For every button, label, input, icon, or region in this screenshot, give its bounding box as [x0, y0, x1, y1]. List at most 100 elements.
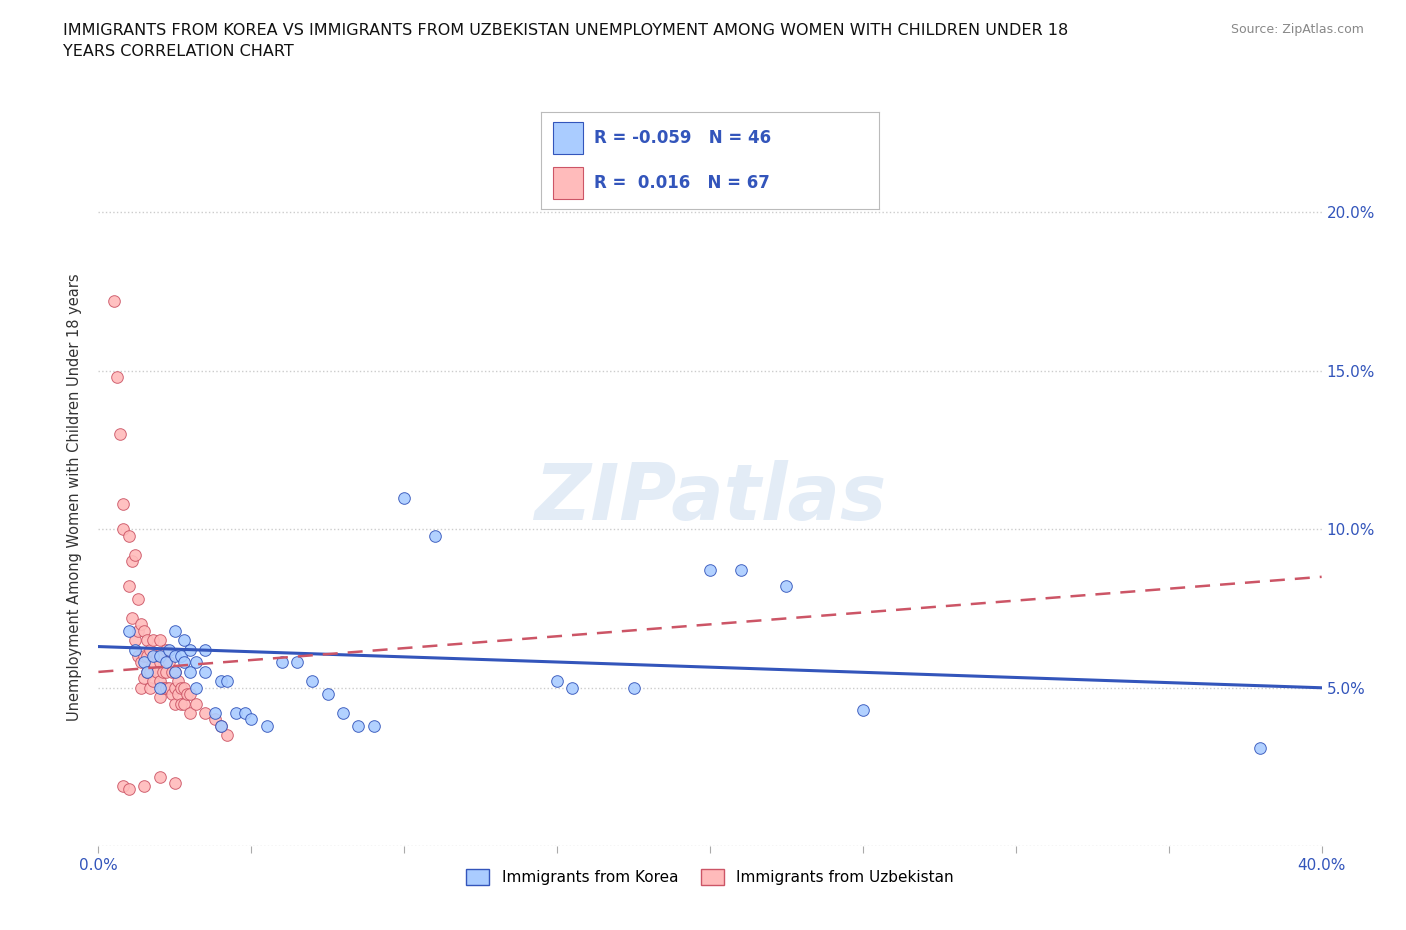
- Point: [142, 648, 165, 663]
- Point: [155, 681, 177, 696]
- Point: [134, 778, 156, 793]
- Point: [209, 718, 232, 733]
- Point: [136, 648, 159, 663]
- Point: [561, 681, 583, 696]
- Point: [121, 553, 143, 568]
- Point: [108, 427, 131, 442]
- Point: [225, 706, 247, 721]
- Point: [363, 718, 385, 733]
- Point: [111, 778, 134, 793]
- Point: [194, 664, 217, 679]
- Point: [136, 632, 159, 647]
- Point: [423, 528, 446, 543]
- Point: [233, 706, 256, 721]
- Point: [145, 664, 167, 679]
- Point: [270, 655, 292, 670]
- Point: [775, 578, 797, 593]
- Text: ZIPatlas: ZIPatlas: [534, 459, 886, 536]
- Point: [134, 655, 156, 670]
- Point: [139, 664, 162, 679]
- Point: [173, 655, 195, 670]
- Point: [155, 643, 177, 658]
- Point: [204, 706, 226, 721]
- Point: [173, 697, 195, 711]
- Point: [149, 674, 172, 689]
- Point: [136, 664, 159, 679]
- Point: [170, 697, 193, 711]
- Point: [142, 674, 165, 689]
- Text: R =  0.016   N = 67: R = 0.016 N = 67: [593, 174, 769, 192]
- Point: [127, 623, 149, 638]
- Point: [118, 578, 141, 593]
- Point: [163, 623, 186, 638]
- Point: [127, 591, 149, 606]
- Point: [163, 681, 186, 696]
- Point: [163, 648, 186, 663]
- Point: [149, 690, 172, 705]
- Point: [160, 664, 183, 679]
- Point: [163, 664, 186, 679]
- Point: [170, 681, 193, 696]
- Point: [149, 681, 172, 696]
- Point: [118, 623, 141, 638]
- Point: [134, 648, 156, 663]
- Point: [730, 563, 752, 578]
- Point: [149, 769, 172, 784]
- Point: [186, 681, 208, 696]
- Point: [194, 706, 217, 721]
- Point: [129, 681, 152, 696]
- Point: [118, 782, 141, 797]
- Point: [145, 648, 167, 663]
- Point: [139, 681, 162, 696]
- Legend: Immigrants from Korea, Immigrants from Uzbekistan: Immigrants from Korea, Immigrants from U…: [460, 863, 960, 891]
- Point: [1249, 740, 1271, 755]
- Text: Source: ZipAtlas.com: Source: ZipAtlas.com: [1230, 23, 1364, 36]
- Point: [316, 686, 339, 701]
- Point: [194, 643, 217, 658]
- Point: [204, 712, 226, 727]
- Point: [155, 664, 177, 679]
- Point: [623, 681, 645, 696]
- Point: [301, 674, 323, 689]
- Text: IMMIGRANTS FROM KOREA VS IMMIGRANTS FROM UZBEKISTAN UNEMPLOYMENT AMONG WOMEN WIT: IMMIGRANTS FROM KOREA VS IMMIGRANTS FROM…: [63, 23, 1069, 60]
- Point: [152, 664, 174, 679]
- Point: [139, 643, 162, 658]
- Point: [332, 706, 354, 721]
- Point: [240, 712, 263, 727]
- Point: [111, 522, 134, 537]
- Point: [149, 648, 172, 663]
- Point: [215, 674, 238, 689]
- Point: [163, 697, 186, 711]
- Point: [392, 490, 416, 505]
- Point: [124, 632, 146, 647]
- Point: [852, 702, 875, 717]
- Point: [173, 632, 195, 647]
- Point: [186, 655, 208, 670]
- Point: [160, 686, 183, 701]
- Point: [149, 632, 172, 647]
- Y-axis label: Unemployment Among Women with Children Under 18 years: Unemployment Among Women with Children U…: [67, 273, 83, 722]
- Point: [124, 643, 146, 658]
- Point: [209, 718, 232, 733]
- Point: [103, 294, 125, 309]
- Point: [152, 648, 174, 663]
- Bar: [553, 167, 583, 198]
- Point: [155, 655, 177, 670]
- Point: [176, 686, 198, 701]
- Point: [347, 718, 370, 733]
- Point: [179, 686, 201, 701]
- Point: [167, 674, 190, 689]
- Point: [157, 655, 180, 670]
- Point: [157, 643, 180, 658]
- Point: [215, 728, 238, 743]
- Point: [179, 643, 201, 658]
- Point: [142, 632, 165, 647]
- Point: [129, 655, 152, 670]
- Point: [124, 547, 146, 562]
- Point: [152, 681, 174, 696]
- Point: [118, 528, 141, 543]
- Point: [163, 776, 186, 790]
- Point: [136, 664, 159, 679]
- Point: [546, 674, 568, 689]
- Point: [157, 681, 180, 696]
